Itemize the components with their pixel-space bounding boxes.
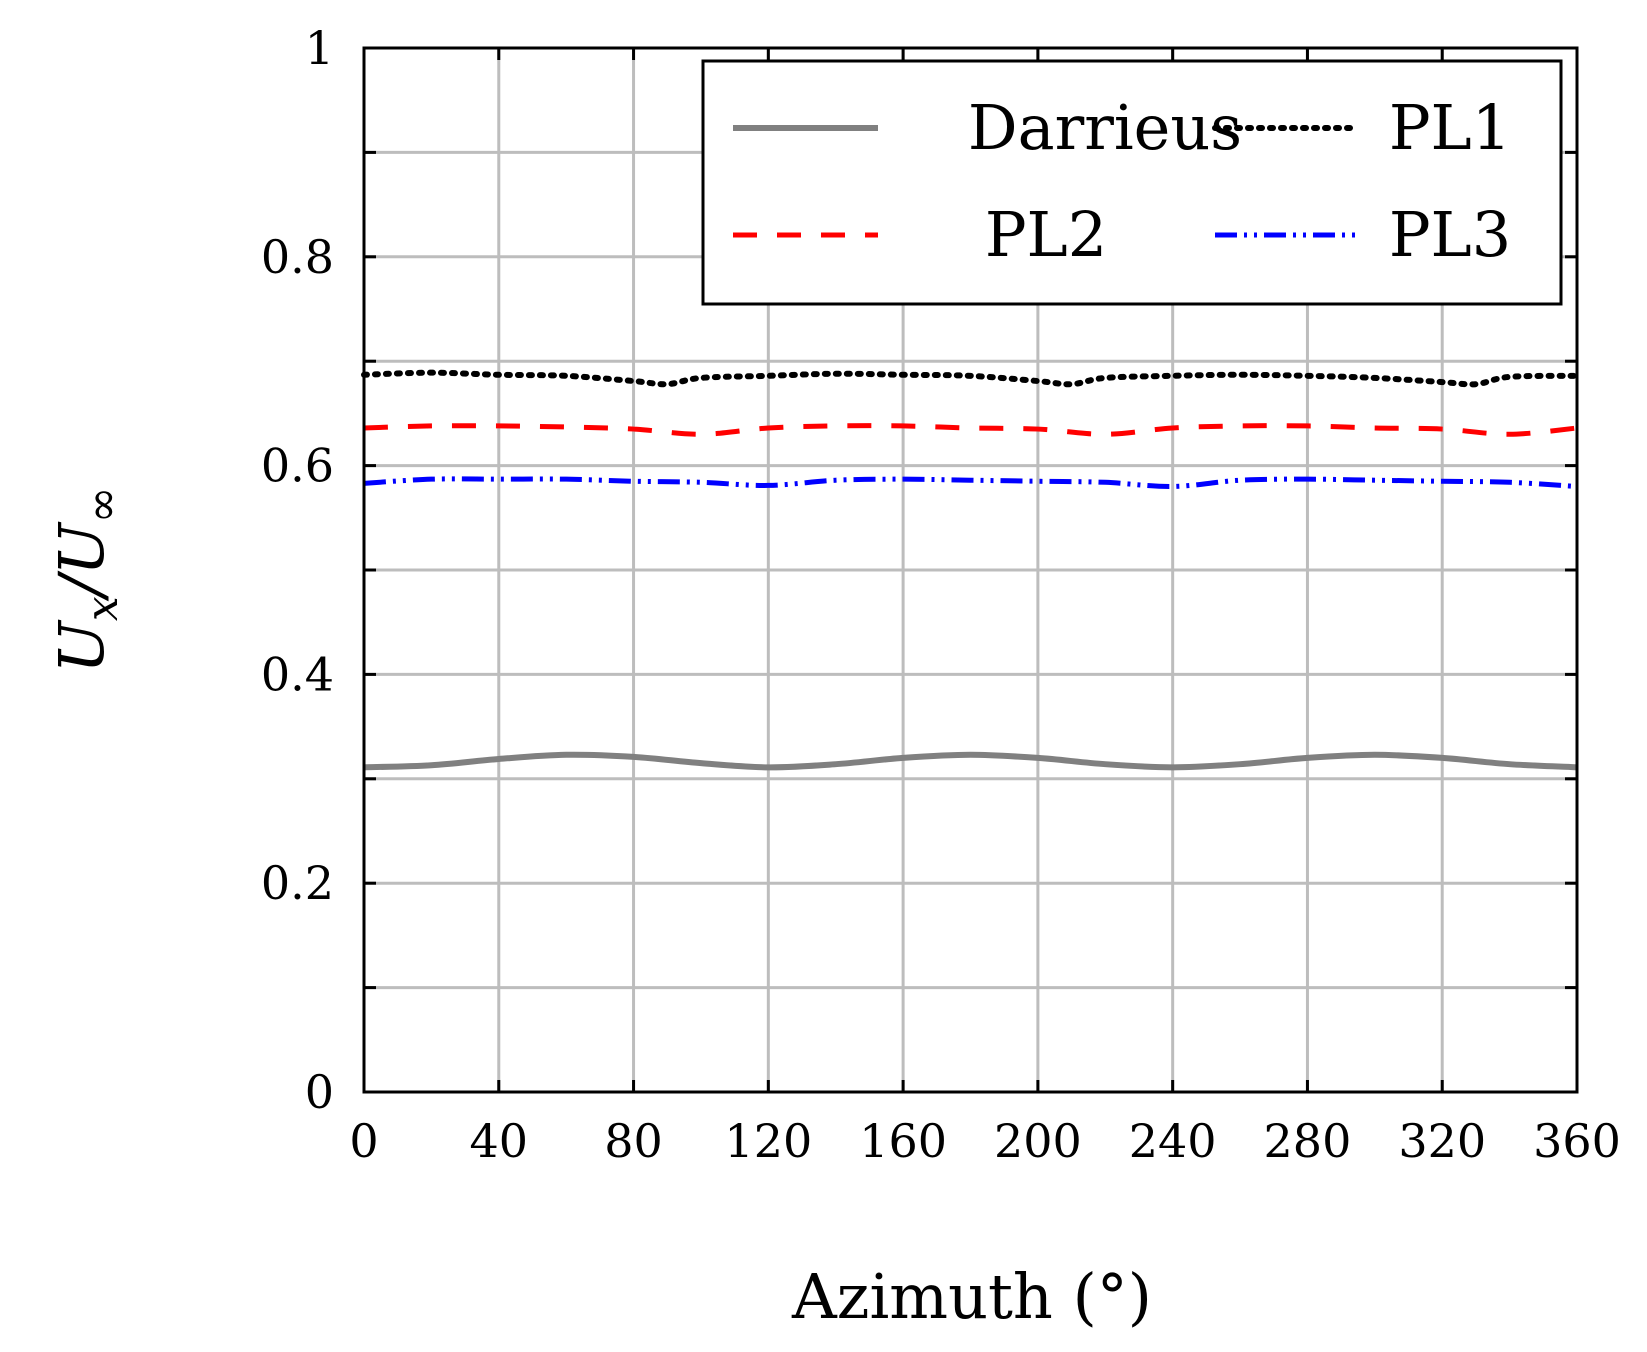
- series-line-pl2: [363, 423, 1578, 437]
- y-axis-label: Ux/U∞: [45, 487, 128, 674]
- y-tick-label: 0.6: [261, 439, 334, 493]
- y-label-subscript-x: x: [77, 596, 128, 621]
- legend-label-darrieus: Darrieus: [968, 91, 1242, 164]
- legend-items: Darrieus PL1 PL2 PL3: [733, 91, 1511, 271]
- x-tick-label: 360: [1533, 1114, 1621, 1168]
- x-tick-label: 320: [1398, 1114, 1486, 1168]
- x-tick-label: 240: [1129, 1114, 1217, 1168]
- x-tick-label: 280: [1264, 1114, 1352, 1168]
- y-label-subscript-infinity: ∞: [77, 487, 128, 524]
- x-axis-label: Azimuth (°): [791, 1260, 1152, 1333]
- legend-label-pl2: PL2: [985, 198, 1107, 271]
- y-label-slash-u: /U: [45, 521, 118, 601]
- series-line-darrieus: [363, 751, 1578, 771]
- y-tick-label: 0: [305, 1065, 334, 1119]
- y-tick-label: 1: [305, 21, 334, 75]
- x-tick-label: 120: [724, 1114, 812, 1168]
- y-tick-label: 0.8: [261, 230, 334, 284]
- y-tick-label: 0.4: [261, 647, 334, 701]
- x-tick-label: 40: [470, 1114, 529, 1168]
- y-tick-label: 0.2: [261, 856, 334, 910]
- x-tick-label: 80: [604, 1114, 663, 1168]
- legend-label-pl1: PL1: [1389, 91, 1511, 164]
- y-label-u: U: [45, 619, 118, 673]
- series-line-pl3: [363, 476, 1578, 489]
- legend: Darrieus PL1 PL2 PL3: [701, 59, 1563, 306]
- series-line-pl1: [361, 369, 1580, 388]
- plot-series: [361, 369, 1580, 771]
- axis-ticks: 0 40 80 120 160 200 240 280 320 360 0 0.2 0.4 0.6 0.8 1: [261, 21, 1621, 1168]
- x-tick-label: 200: [994, 1114, 1082, 1168]
- legend-box: [701, 59, 1563, 306]
- x-tick-label: 0: [349, 1114, 378, 1168]
- legend-label-pl3: PL3: [1389, 198, 1511, 271]
- x-tick-label: 160: [859, 1114, 947, 1168]
